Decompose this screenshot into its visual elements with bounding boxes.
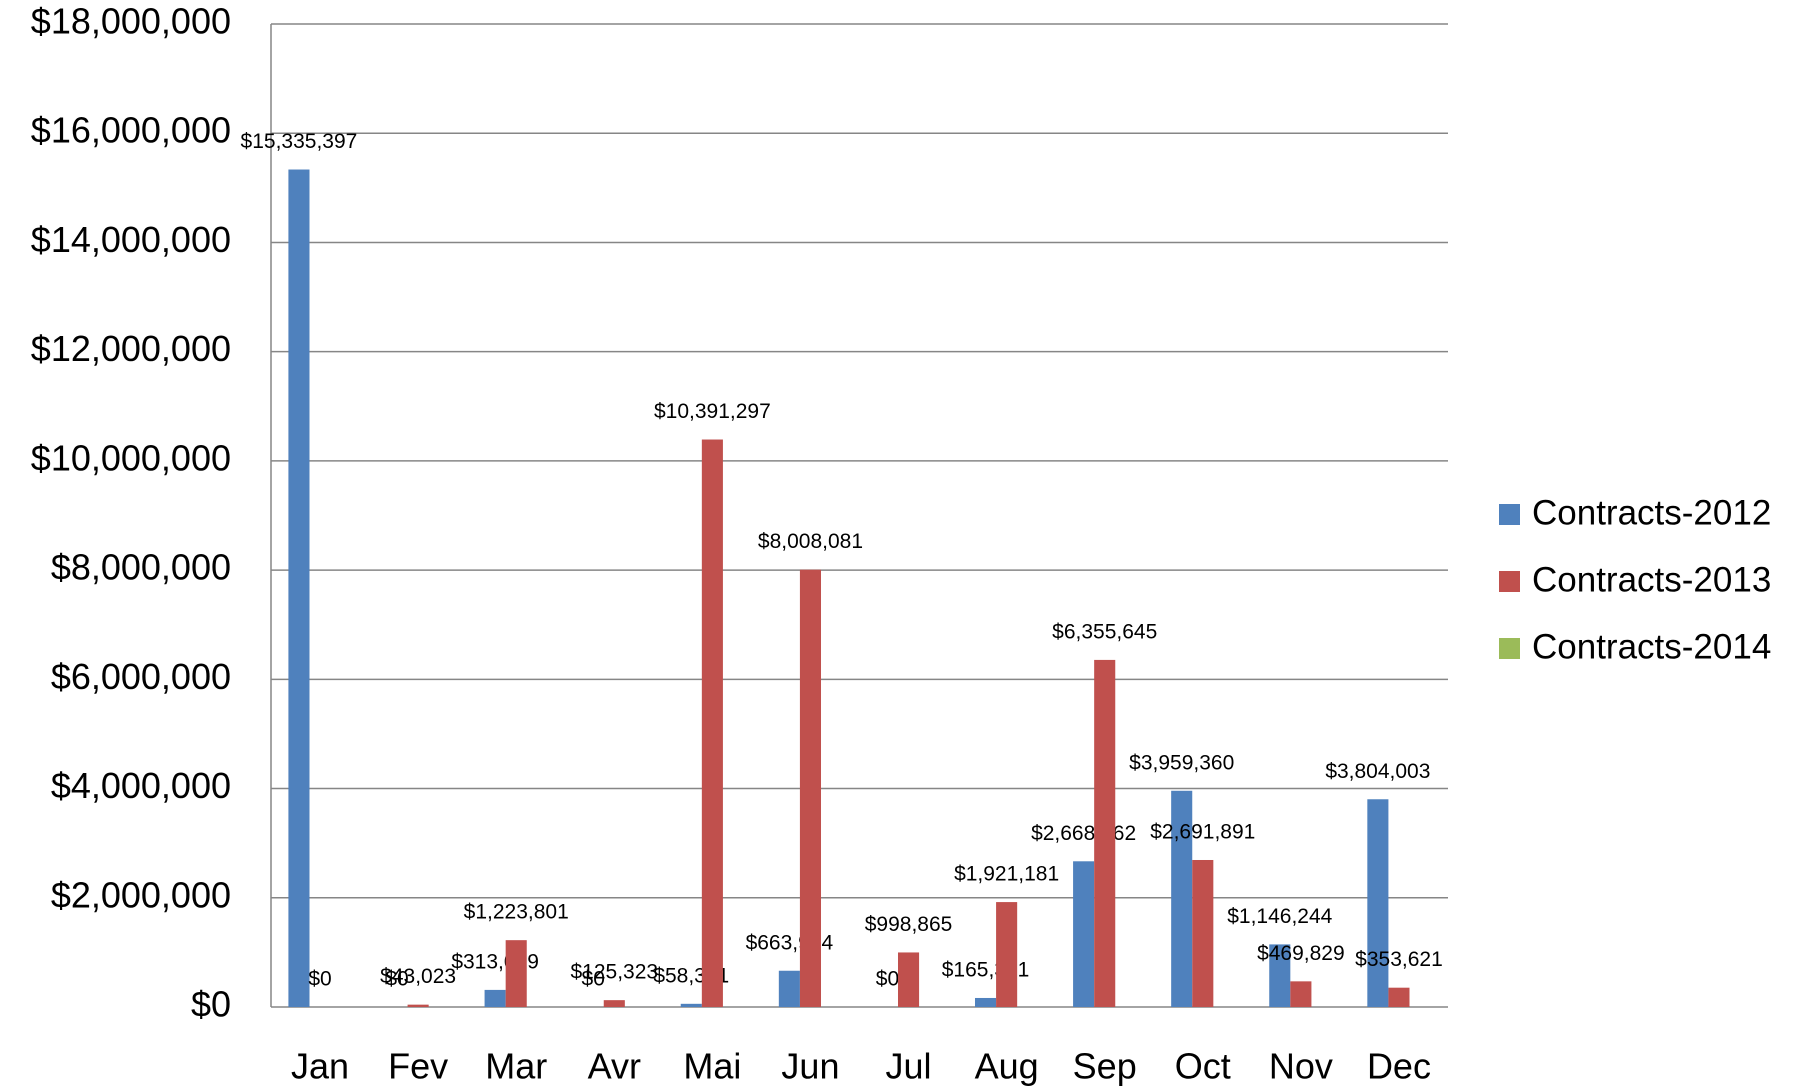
bar	[701, 439, 723, 1007]
data-label: $43,023	[380, 965, 456, 988]
bar	[407, 1004, 429, 1007]
x-tick-label: Aug	[975, 1046, 1039, 1087]
bar	[1290, 981, 1312, 1007]
data-label: $2,691,891	[1150, 821, 1255, 844]
x-tick-label: Fev	[388, 1046, 448, 1087]
legend-label: Contracts-2014	[1532, 627, 1771, 666]
data-label: $15,335,397	[241, 130, 358, 153]
bar	[1367, 799, 1389, 1007]
x-tick-label: Oct	[1175, 1046, 1231, 1087]
data-label: $0	[876, 968, 899, 991]
bar	[996, 902, 1018, 1007]
data-label: $0	[308, 968, 331, 991]
y-tick-label: $12,000,000	[31, 328, 231, 369]
x-tick-label: Sep	[1073, 1046, 1137, 1087]
x-tick-label: Dec	[1367, 1046, 1431, 1087]
y-tick-label: $8,000,000	[51, 547, 231, 588]
bar	[1094, 659, 1116, 1007]
y-tick-label: $18,000,000	[31, 1, 231, 42]
bar	[974, 997, 997, 1007]
data-label: $3,959,360	[1129, 751, 1234, 774]
data-label: $3,804,003	[1325, 760, 1430, 783]
bar	[897, 952, 920, 1007]
x-tick-label: Jun	[781, 1046, 839, 1087]
bar	[680, 1003, 702, 1007]
x-tick-label: Jul	[886, 1046, 932, 1087]
y-tick-label: $2,000,000	[51, 874, 231, 915]
x-tick-label: Mai	[683, 1046, 741, 1087]
legend-label: Contracts-2013	[1532, 560, 1771, 599]
y-tick-label: $16,000,000	[31, 110, 231, 151]
bar	[505, 940, 527, 1007]
x-tick-label: Jan	[291, 1046, 349, 1087]
legend-swatch	[1499, 571, 1520, 592]
bar	[1192, 859, 1214, 1007]
bar	[288, 169, 310, 1007]
y-tick-label: $10,000,000	[31, 437, 231, 478]
y-tick-label: $14,000,000	[31, 219, 231, 260]
data-label: $8,008,081	[758, 530, 863, 553]
data-label: $1,146,244	[1227, 905, 1332, 928]
x-tick-label: Mar	[485, 1046, 547, 1087]
bar	[1171, 790, 1193, 1007]
data-label: $6,355,645	[1052, 620, 1157, 643]
legend-swatch	[1499, 504, 1520, 525]
data-label: $0	[582, 968, 605, 991]
data-label: $353,621	[1355, 948, 1443, 971]
data-label: $469,829	[1257, 942, 1345, 965]
bar	[778, 970, 800, 1007]
x-tick-label: Nov	[1269, 1046, 1333, 1087]
bar	[484, 989, 506, 1007]
bar	[799, 569, 822, 1007]
data-label: $10,391,297	[654, 400, 771, 423]
data-label: $998,865	[865, 913, 953, 936]
bar	[603, 1000, 625, 1007]
data-label: $125,323	[570, 961, 658, 984]
y-tick-label: $0	[191, 984, 231, 1025]
x-tick-label: Avr	[588, 1046, 641, 1087]
data-label: $2,668,062	[1031, 822, 1136, 845]
y-tick-label: $4,000,000	[51, 765, 231, 806]
data-label: $1,223,801	[464, 901, 569, 924]
data-label: $1,921,181	[954, 863, 1059, 886]
bar	[1388, 987, 1410, 1007]
legend-swatch	[1499, 638, 1520, 659]
bar	[1073, 861, 1095, 1007]
y-tick-label: $6,000,000	[51, 656, 231, 697]
data-label: $0	[385, 968, 408, 991]
bar	[1269, 944, 1291, 1007]
legend-label: Contracts-2012	[1532, 493, 1771, 532]
